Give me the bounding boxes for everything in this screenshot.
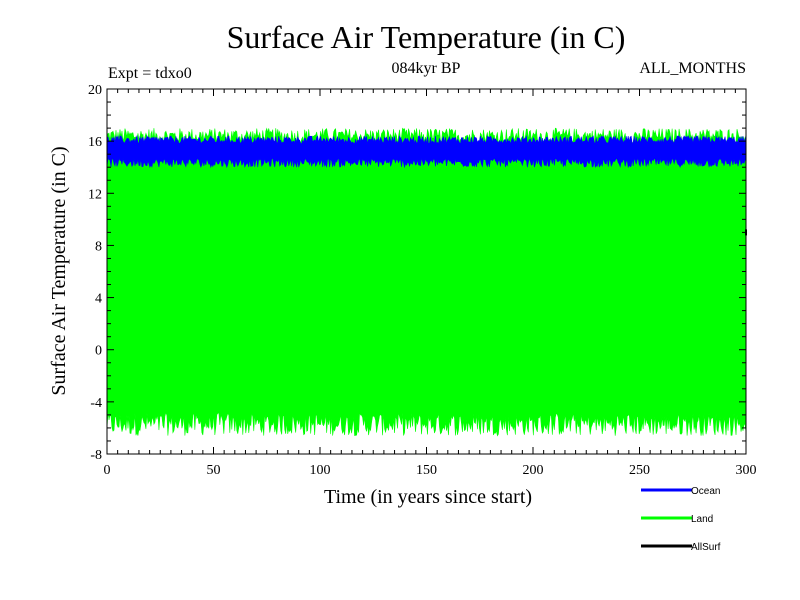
x-tick-label: 200	[523, 463, 544, 478]
y-axis-label: Surface Air Temperature (in C)	[48, 146, 70, 395]
y-tick-label: 0	[95, 344, 102, 359]
x-axis-label: Time (in years since start)	[324, 486, 532, 508]
y-tick-label: 8	[95, 239, 102, 254]
legend-label-land: Land	[691, 514, 713, 525]
x-tick-label: 300	[736, 463, 757, 478]
y-tick-label: 20	[88, 83, 102, 98]
y-tick-label: 16	[88, 135, 102, 150]
x-tick-label: 250	[629, 463, 650, 478]
x-tick-label: 100	[310, 463, 331, 478]
legend-label-allsurf: AllSurf	[691, 542, 721, 553]
chart-subtitle-right: ALL_MONTHS	[639, 60, 746, 77]
y-tick-label: -8	[90, 448, 102, 463]
y-tick-label: -4	[90, 396, 102, 411]
plot-area: 0 50 100 150 200 250 300 -8 -4 0 4 8 12 16 20	[88, 83, 757, 478]
chart-title: Surface Air Temperature (in C)	[227, 19, 626, 55]
chart-subtitle-center: 084kyr BP	[392, 60, 461, 77]
y-tick-label: 12	[88, 187, 102, 202]
x-tick-label: 150	[416, 463, 437, 478]
x-tick-label: 0	[104, 463, 111, 478]
legend: Ocean Land AllSurf	[641, 486, 721, 553]
y-tick-label: 4	[95, 292, 102, 307]
series-land-band	[106, 127, 747, 437]
chart-subtitle-left: Expt = tdxo0	[108, 65, 192, 82]
legend-label-ocean: Ocean	[691, 486, 720, 497]
x-tick-label: 50	[207, 463, 221, 478]
